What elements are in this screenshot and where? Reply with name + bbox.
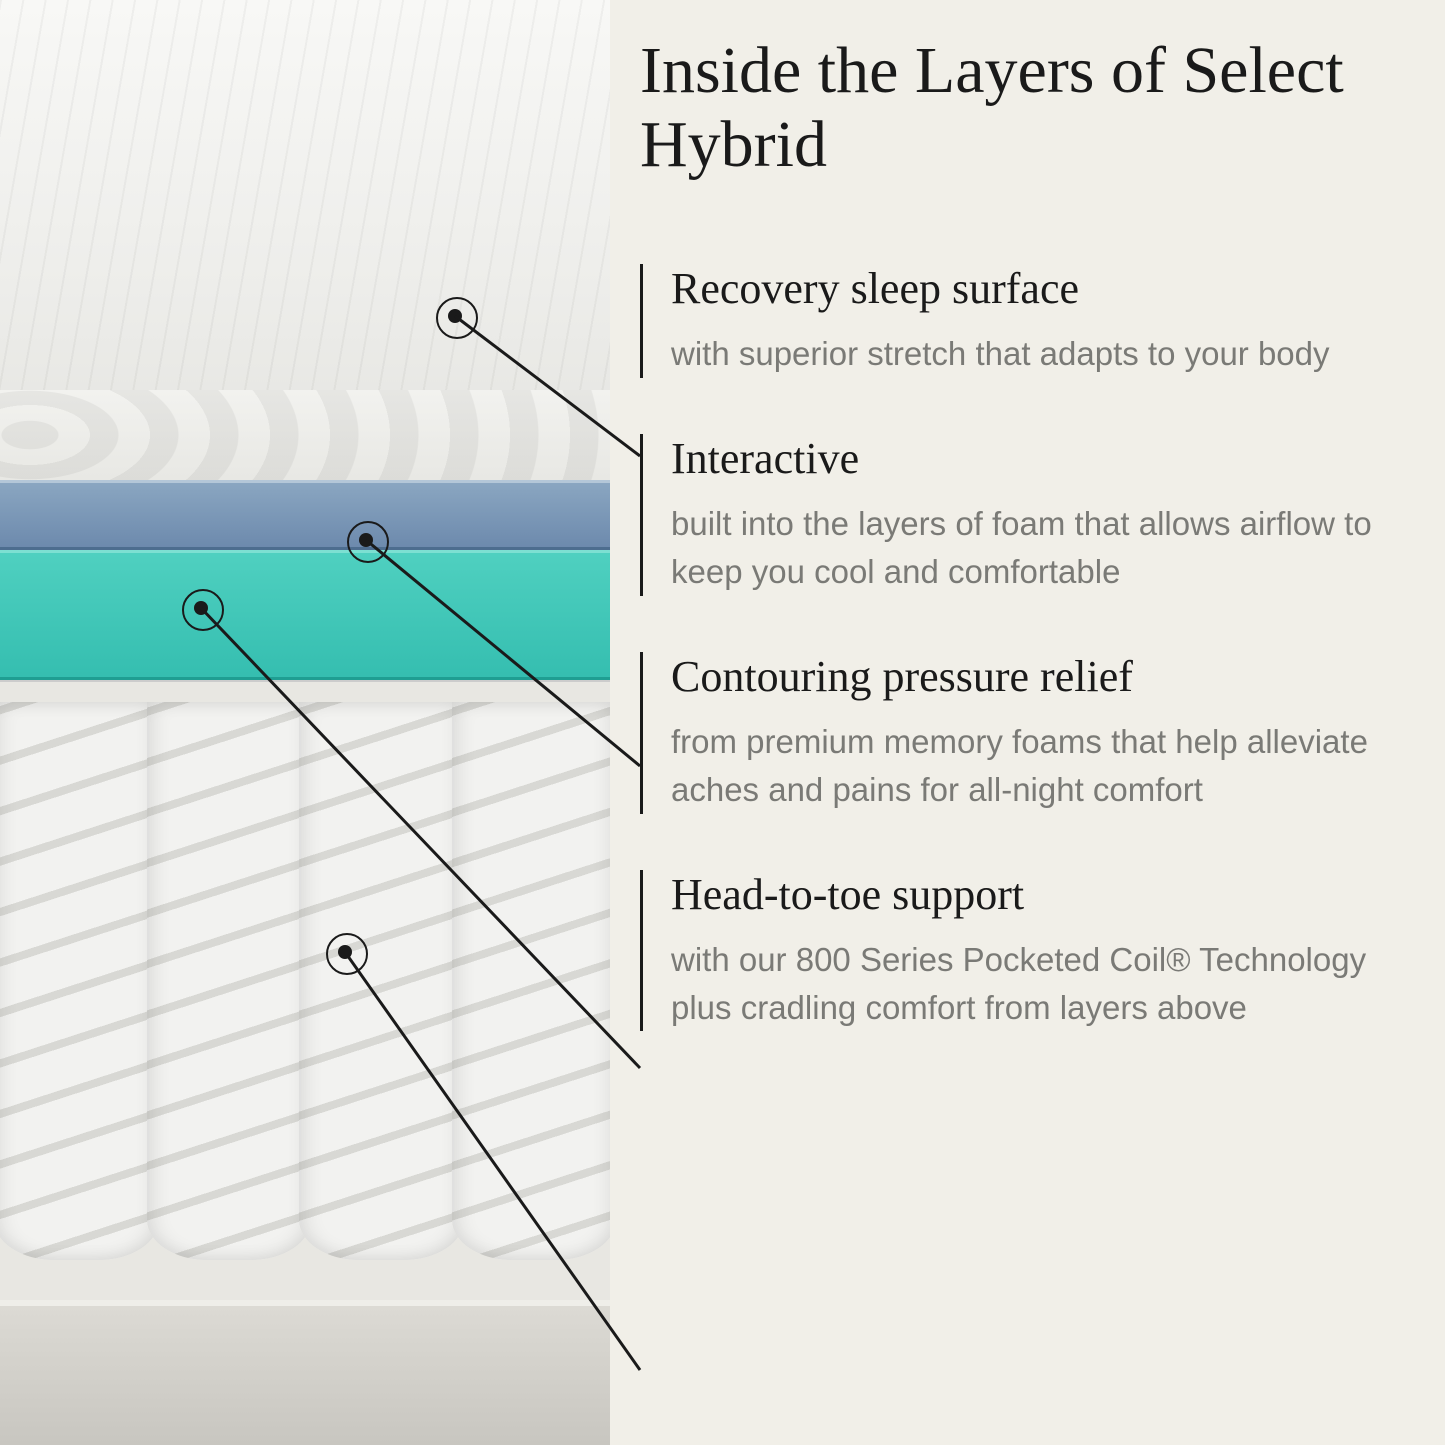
layer-base [0,1300,610,1445]
callout-interactive: Interactive built into the layers of foa… [640,434,1410,596]
layer-teal-foam [0,550,610,680]
callout-support: Head-to-toe support with our 800 Series … [640,870,1410,1032]
callout-body: built into the layers of foam that allow… [671,500,1410,596]
callout-body: from premium memory foams that help alle… [671,718,1410,814]
page-title: Inside the Layers of Select Hybrid [640,34,1410,182]
layer-blue-foam [0,480,610,550]
coil [452,702,611,1260]
callout-heading: Head-to-toe support [671,870,1410,920]
text-column: Inside the Layers of Select Hybrid Recov… [640,34,1410,1087]
callout-heading: Recovery sleep surface [671,264,1410,314]
marker-contouring [194,601,208,615]
marker-interactive [359,533,373,547]
callout-contouring: Contouring pressure relief from premium … [640,652,1410,814]
callout-heading: Contouring pressure relief [671,652,1410,702]
callout-body: with superior stretch that adapts to you… [671,330,1410,378]
callout-recovery: Recovery sleep surface with superior str… [640,264,1410,378]
mattress-cross-section [0,0,610,1445]
coil [147,702,312,1260]
coil [0,702,159,1260]
layer-coils [0,680,610,1300]
layer-top-surface [0,0,610,480]
callout-body: with our 800 Series Pocketed Coil® Techn… [671,936,1410,1032]
callout-heading: Interactive [671,434,1410,484]
marker-support [338,945,352,959]
marker-recovery [448,309,462,323]
coil [299,702,464,1260]
